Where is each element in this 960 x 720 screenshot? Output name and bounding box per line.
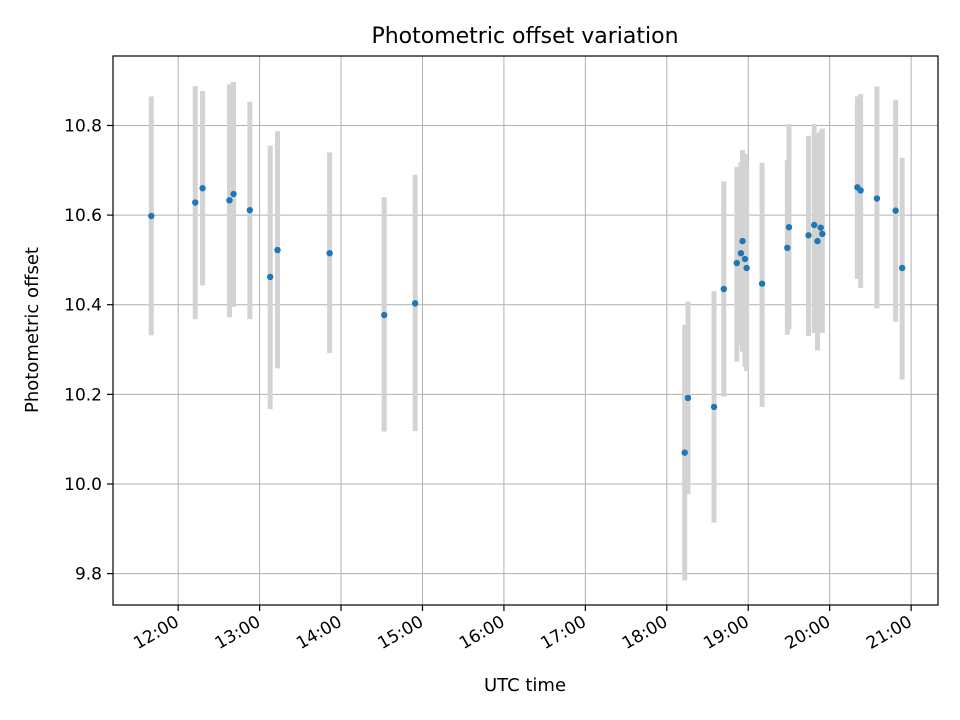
y-tick-label: 10.6	[64, 206, 102, 226]
y-axis-ticks: 9.8 10.0 10.2 10.4 10.6 10.8	[64, 116, 113, 585]
x-axis-label: UTC time	[484, 675, 566, 696]
data-point	[266, 273, 274, 281]
y-axis-label: Photometric offset	[22, 247, 43, 413]
data-point	[148, 212, 155, 220]
plot-area-frame	[112, 55, 939, 606]
data-point	[326, 249, 333, 257]
data-point	[785, 223, 793, 231]
data-point	[739, 237, 746, 245]
y-tick-label: 9.8	[75, 565, 102, 585]
data-point	[811, 221, 818, 229]
data-point	[199, 185, 206, 192]
data-point	[411, 300, 419, 307]
y-tick-label: 10.4	[64, 296, 102, 316]
data-point	[230, 190, 237, 198]
y-tick-label: 10.2	[64, 385, 102, 405]
data-point	[743, 264, 750, 272]
data-point	[857, 187, 864, 194]
point-layer	[148, 184, 906, 456]
data-point	[720, 285, 728, 293]
data-point	[758, 280, 766, 287]
data-point	[819, 230, 826, 238]
data-point	[873, 195, 881, 202]
data-point	[380, 311, 388, 319]
data-point	[274, 246, 281, 254]
data-point	[733, 259, 741, 267]
data-point	[710, 403, 718, 411]
data-point	[741, 255, 749, 263]
data-point	[246, 206, 254, 214]
data-point	[814, 237, 821, 245]
data-point	[192, 199, 199, 206]
data-point	[817, 224, 824, 231]
chart-title: Photometric offset variation	[371, 24, 678, 49]
data-point	[226, 197, 233, 204]
grid-layer	[113, 56, 938, 605]
data-point	[892, 207, 899, 214]
y-tick-label: 10.8	[64, 116, 102, 136]
y-tick-label: 10.0	[64, 475, 102, 495]
data-point	[898, 264, 906, 272]
data-point	[784, 244, 791, 252]
data-point	[737, 249, 745, 257]
data-point	[805, 232, 812, 239]
data-point	[684, 394, 692, 402]
data-point	[681, 449, 688, 456]
